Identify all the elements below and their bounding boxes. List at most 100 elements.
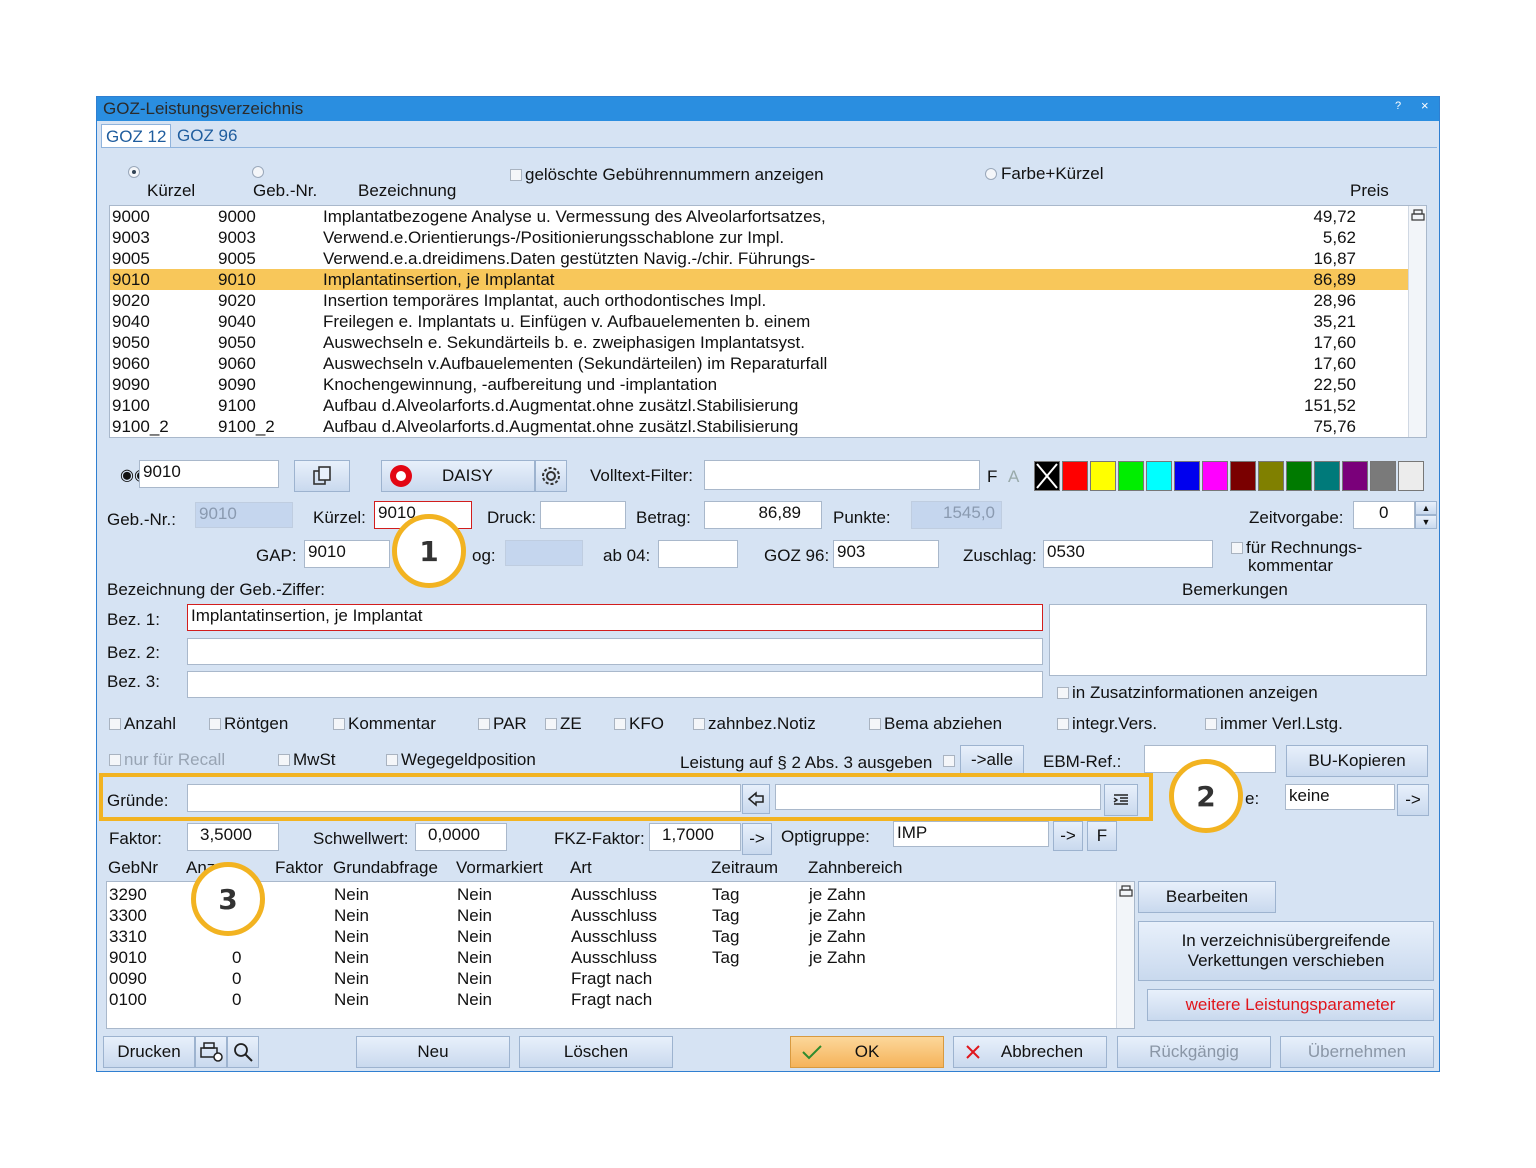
filter-a-button[interactable]: A [1008, 467, 1020, 486]
zusatzinfo-checkbox[interactable]: in Zusatzinformationen anzeigen [1057, 683, 1318, 703]
list-item[interactable]: 9040 9040 Freilegen e. Implantats u. Einfü… [110, 311, 1408, 332]
color-swatch[interactable] [1230, 461, 1256, 491]
list-item[interactable]: 9090 9090 Knochengewinnung, -aufbereitung … [110, 374, 1408, 395]
sort-kuerzel-radio[interactable] [128, 166, 140, 178]
goz96-field[interactable]: 903 [833, 540, 939, 568]
fkz-arrow-button[interactable]: -> [742, 823, 772, 855]
abbrechen-button[interactable]: Abbrechen [953, 1036, 1107, 1068]
print-setup-button[interactable] [195, 1036, 227, 1068]
rueckgaengig-button[interactable]: Rückgängig [1117, 1036, 1271, 1068]
color-swatch[interactable] [1258, 461, 1284, 491]
fkz-field[interactable]: 1,7000 [649, 823, 741, 851]
color-swatch[interactable] [1118, 461, 1144, 491]
table-scrollbar[interactable] [1116, 882, 1134, 1028]
sort-gebnr-radio[interactable] [252, 166, 264, 178]
neu-button[interactable]: Neu [356, 1036, 510, 1068]
color-swatch[interactable] [1314, 461, 1340, 491]
color-swatch[interactable] [1286, 461, 1312, 491]
preview-button[interactable] [227, 1036, 259, 1068]
zeitvorgabe-field[interactable]: 0 [1353, 501, 1415, 529]
color-swatch[interactable] [1062, 461, 1088, 491]
zeit-up-button[interactable]: ▲ [1415, 501, 1437, 515]
list-item[interactable]: 9005 9005 Verwend.e.a.dreidimens.Daten ges… [110, 248, 1408, 269]
verkettung-button[interactable]: In verzeichnisübergreifende Verkettungen … [1138, 921, 1434, 981]
weitere-parameter-button[interactable]: weitere Leistungsparameter [1147, 989, 1434, 1021]
optigruppe-select[interactable]: IMP [893, 821, 1049, 847]
tab-goz12[interactable]: GOZ 12 [101, 124, 172, 148]
keine-arrow-button[interactable]: -> [1397, 784, 1429, 816]
list-item[interactable]: 9060 9060 Auswechseln v.Aufbauelementen (S… [110, 353, 1408, 374]
zuschlag-field[interactable]: 0530 [1043, 540, 1213, 568]
ze-checkbox[interactable]: ZE [545, 714, 582, 734]
filter-f-button[interactable]: F [987, 467, 998, 486]
gruende-list-button[interactable] [1104, 784, 1138, 816]
drucken-button[interactable]: Drucken [103, 1036, 195, 1068]
integr-checkbox[interactable]: integr.Vers. [1057, 714, 1157, 734]
gruende-transfer-button[interactable] [742, 784, 770, 814]
color-swatch[interactable] [1342, 461, 1368, 491]
bema-checkbox[interactable]: Bema abziehen [869, 714, 1002, 734]
list-item[interactable]: 9100_2 9100_2 Aufbau d.Alveolarforts.d.Aug… [110, 416, 1408, 437]
color-swatch[interactable] [1202, 461, 1228, 491]
color-swatch[interactable] [1090, 461, 1116, 491]
roentgen-checkbox[interactable]: Röntgen [209, 714, 288, 734]
faktor-field[interactable]: 3,5000 [187, 823, 279, 851]
bemerkungen-field[interactable] [1049, 604, 1427, 676]
bez2-field[interactable] [187, 638, 1043, 665]
ab04-field[interactable] [658, 540, 738, 568]
kfo-checkbox[interactable]: KFO [614, 714, 664, 734]
list-item[interactable]: 9020 9020 Insertion temporäres Implantat, … [110, 290, 1408, 311]
table-row[interactable]: 9010 0 Nein Nein Ausschluss Tag je Zahn [107, 947, 1117, 968]
bez1-field[interactable]: Implantatinsertion, je Implantat [187, 604, 1043, 631]
list-item[interactable]: 9100 9100 Aufbau d.Alveolarforts.d.Augment… [110, 395, 1408, 416]
druck-field[interactable] [540, 501, 626, 529]
help-button[interactable]: ? [1395, 100, 1402, 112]
table-row[interactable]: 0090 0 Nein Nein Fragt nach [107, 968, 1117, 989]
loeschen-button[interactable]: Löschen [519, 1036, 673, 1068]
close-button[interactable]: × [1421, 98, 1429, 113]
search-input[interactable]: 9010 [139, 460, 279, 488]
farbe-kuerzel-radio[interactable] [985, 168, 997, 180]
bu-kopieren-button[interactable]: BU-Kopieren [1286, 745, 1428, 777]
zeit-down-button[interactable]: ▼ [1415, 515, 1437, 529]
gruende-select[interactable] [775, 784, 1101, 810]
table-row[interactable]: 0100 0 Nein Nein Fragt nach [107, 989, 1117, 1010]
color-swatch[interactable] [1174, 461, 1200, 491]
settings-button[interactable] [535, 460, 567, 492]
copy-button[interactable] [294, 460, 350, 492]
wegegeld-checkbox[interactable]: Wegegeldposition [386, 750, 536, 770]
alle-button[interactable]: ->alle [960, 745, 1024, 775]
list-item[interactable]: 9010 9010 Implantatinsertion, je Implantat… [110, 269, 1408, 290]
link-table[interactable]: 3290 Nein Nein Ausschluss Tag je Zahn 3300 Nein… [106, 881, 1135, 1029]
bez3-field[interactable] [187, 671, 1043, 698]
mwst-checkbox[interactable]: MwSt [278, 750, 336, 770]
recall-checkbox[interactable]: nur für Recall [109, 750, 225, 770]
opti-arrow-button[interactable]: -> [1053, 821, 1083, 851]
immer-checkbox[interactable]: immer Verl.Lstg. [1205, 714, 1343, 734]
betrag-field[interactable]: 86,89 [704, 501, 822, 529]
color-swatch[interactable] [1398, 461, 1424, 491]
rechnungskommentar-checkbox[interactable]: für Rechnungs- [1231, 538, 1362, 558]
keine-select[interactable]: keine [1285, 784, 1395, 810]
tab-goz96[interactable]: GOZ 96 [177, 126, 238, 145]
color-swatch[interactable] [1034, 461, 1060, 491]
table-row[interactable]: 3300 Nein Nein Ausschluss Tag je Zahn [107, 905, 1117, 926]
table-row[interactable]: 3310 Nein Nein Ausschluss Tag je Zahn [107, 926, 1117, 947]
kommentar-checkbox[interactable]: Kommentar [333, 714, 436, 734]
notiz-checkbox[interactable]: zahnbez.Notiz [693, 714, 816, 734]
color-swatch[interactable] [1370, 461, 1396, 491]
list-item[interactable]: 9003 9003 Verwend.e.Orientierungs-/Positio… [110, 227, 1408, 248]
ok-button[interactable]: OK [790, 1036, 944, 1068]
gruende-field[interactable] [187, 784, 741, 812]
uebernehmen-button[interactable]: Übernehmen [1280, 1036, 1434, 1068]
bearbeiten-button[interactable]: Bearbeiten [1138, 881, 1276, 913]
anzahl-checkbox[interactable]: Anzahl [109, 714, 176, 734]
leistung-checkbox[interactable] [943, 755, 958, 767]
volltext-input[interactable] [704, 460, 980, 490]
opti-f-button[interactable]: F [1087, 821, 1117, 851]
table-row[interactable]: 3290 Nein Nein Ausschluss Tag je Zahn [107, 884, 1117, 905]
schwellwert-field[interactable]: 0,0000 [415, 823, 507, 851]
show-deleted-checkbox[interactable]: gelöschte Gebührennummern anzeigen [510, 165, 824, 185]
list-item[interactable]: 9050 9050 Auswechseln e. Sekundärteils b. … [110, 332, 1408, 353]
list-scrollbar[interactable] [1408, 206, 1426, 437]
